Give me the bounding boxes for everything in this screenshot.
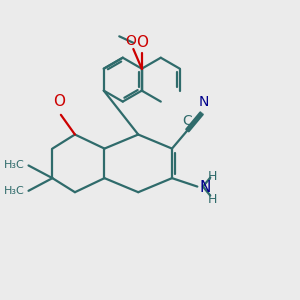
Text: H: H [208,193,218,206]
Text: N: N [200,181,211,196]
Text: N: N [199,95,209,109]
Text: H: H [208,170,218,183]
Text: H₃C: H₃C [4,186,24,196]
Text: O: O [136,35,148,50]
Text: C: C [183,114,192,128]
Text: H₃C: H₃C [4,160,24,170]
Text: O: O [126,34,136,48]
Text: O: O [53,94,65,109]
